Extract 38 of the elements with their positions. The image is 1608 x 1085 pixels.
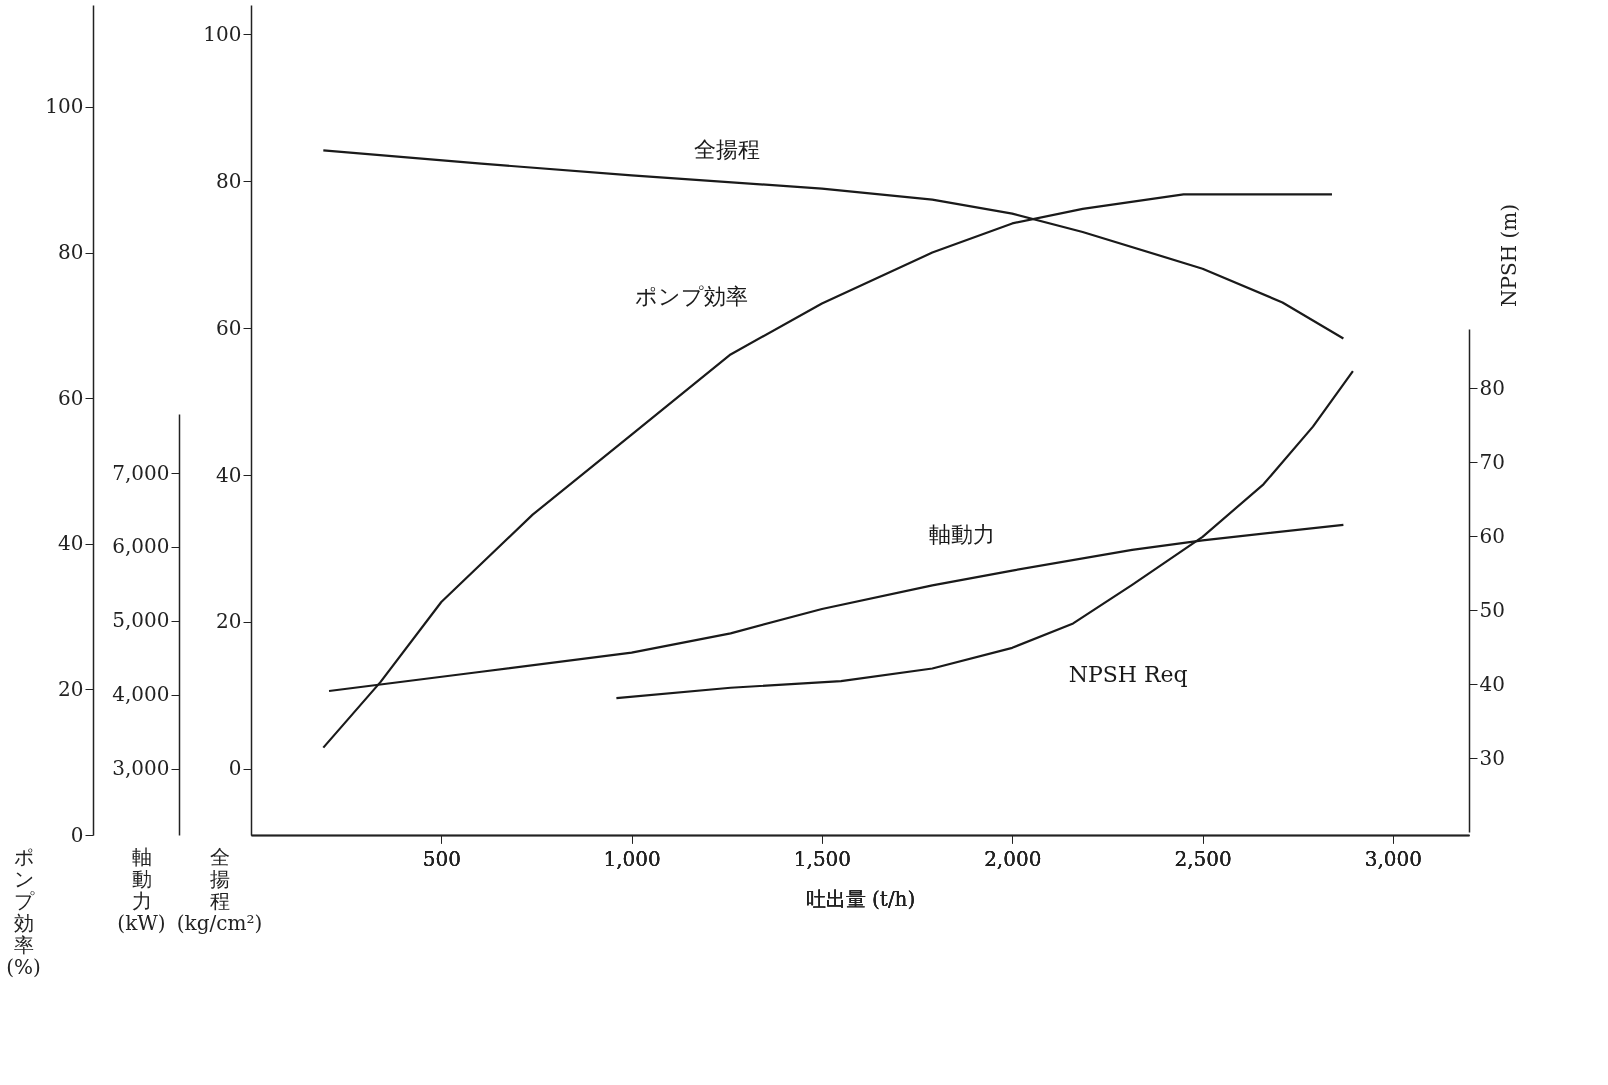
- x-tick-label: 2,000: [984, 846, 1042, 871]
- x-tick-label: 3,000: [1364, 846, 1423, 871]
- y-tick-label: 100: [203, 21, 242, 46]
- y2-axis-title: NPSH (m): [1496, 203, 1521, 308]
- series-label: ポンプ効率: [635, 283, 749, 309]
- y2-tick-label: 30: [1479, 745, 1505, 770]
- y-tick-label: 60: [216, 315, 242, 340]
- x-tick-label: 1,500: [793, 846, 852, 871]
- y-tick-label: 20: [216, 609, 242, 634]
- y3-tick-label: 5,000: [112, 608, 170, 633]
- series-label: 全揚程: [693, 137, 760, 163]
- y2-tick-label: 80: [1479, 375, 1505, 400]
- y-tick-label: 80: [58, 240, 84, 265]
- y-tick-label: 20: [58, 676, 84, 701]
- x-tick-label: 500: [422, 846, 461, 871]
- y3-tick-label: 6,000: [112, 534, 170, 559]
- y3-tick-label: 3,000: [112, 756, 170, 781]
- y-tick-label: 40: [216, 462, 242, 487]
- x-tick-label: 2,500: [1174, 846, 1232, 871]
- y2-tick-label: 70: [1479, 449, 1505, 474]
- y3-tick-label: 7,000: [112, 460, 170, 485]
- x-tick-label: 1,000: [603, 846, 661, 871]
- y2-tick-label: 60: [1479, 523, 1505, 548]
- y-axis-title: ポンプ効率 (%): [6, 844, 41, 979]
- y-tick-label: 60: [58, 385, 84, 410]
- y-tick-label: 100: [45, 94, 84, 119]
- y-axis-title: 全揚程 (kg/cm²): [176, 844, 263, 935]
- series-label: NPSH Req: [1068, 662, 1188, 688]
- y-tick-label: 0: [228, 756, 242, 781]
- y-tick-label: 40: [58, 531, 84, 556]
- y-tick-label: 80: [216, 168, 242, 193]
- y3-tick-label: 4,000: [112, 682, 170, 707]
- y3-axis-title: 軸動力 (kW): [117, 844, 166, 935]
- y2-tick-label: 50: [1479, 597, 1505, 622]
- y2-tick-label: 40: [1479, 671, 1505, 696]
- y-tick-label: 0: [70, 822, 84, 847]
- x-axis-title: 吐出量 (t/h): [805, 886, 916, 911]
- series-label: 軸動力: [929, 522, 996, 548]
